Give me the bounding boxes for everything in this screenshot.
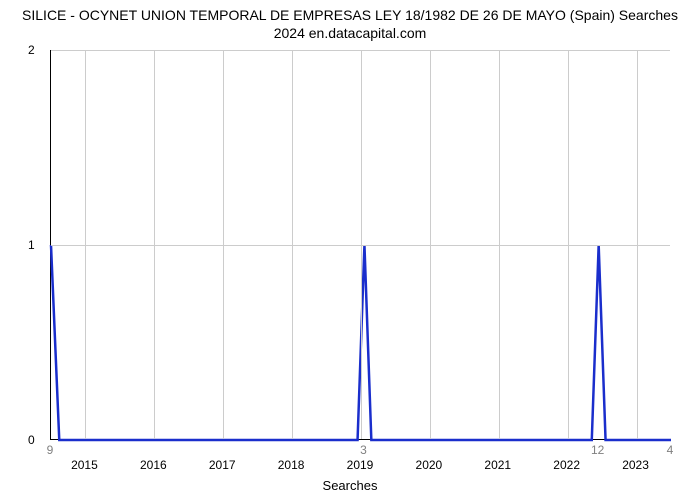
title-line-1: SILICE - OCYNET UNION TEMPORAL DE EMPRES…: [22, 7, 678, 23]
point-label: 12: [591, 443, 604, 457]
gridline-horizontal: [51, 50, 670, 51]
chart-title: SILICE - OCYNET UNION TEMPORAL DE EMPRES…: [0, 6, 700, 42]
xtick-label: 2020: [416, 458, 443, 472]
xtick-label: 2017: [209, 458, 236, 472]
xtick-label: 2019: [347, 458, 374, 472]
xtick-label: 2022: [553, 458, 580, 472]
xtick-label: 2015: [71, 458, 98, 472]
point-label: 9: [47, 443, 54, 457]
gridline-horizontal: [51, 245, 670, 246]
xtick-label: 2023: [622, 458, 649, 472]
ytick-label: 0: [28, 433, 35, 447]
xtick-label: 2018: [278, 458, 305, 472]
point-label: 3: [360, 443, 367, 457]
xtick-label: 2021: [484, 458, 511, 472]
chart-container: SILICE - OCYNET UNION TEMPORAL DE EMPRES…: [0, 0, 700, 500]
point-label: 4: [667, 443, 674, 457]
title-line-2: 2024 en.datacapital.com: [274, 25, 427, 41]
ytick-label: 2: [28, 43, 35, 57]
ytick-label: 1: [28, 238, 35, 252]
xtick-label: 2016: [140, 458, 167, 472]
plot-area: [50, 50, 670, 440]
xaxis-title: Searches: [0, 478, 700, 493]
